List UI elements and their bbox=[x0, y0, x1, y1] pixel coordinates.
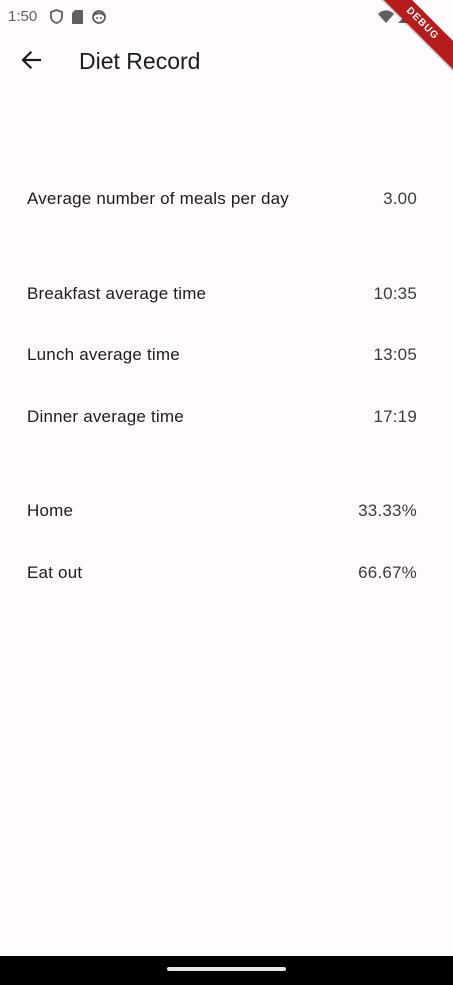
dinner-time-row: Dinner average time 17:19 bbox=[27, 405, 417, 429]
wifi-icon bbox=[378, 10, 394, 28]
meals-per-day-row: Average number of meals per day 3.00 bbox=[27, 187, 417, 211]
lunch-time-row: Lunch average time 13:05 bbox=[27, 343, 417, 367]
eat-out-label: Eat out bbox=[27, 563, 83, 582]
status-time: 1:50 bbox=[8, 8, 38, 25]
meals-per-day-value: 3.00 bbox=[383, 189, 417, 208]
eat-out-value: 66.67% bbox=[358, 563, 417, 582]
dinner-time-label: Dinner average time bbox=[27, 407, 184, 426]
arrow-back-icon bbox=[21, 50, 42, 74]
dinner-time-value: 17:19 bbox=[373, 407, 417, 426]
breakfast-time-label: Breakfast average time bbox=[27, 284, 207, 303]
home-label: Home bbox=[27, 501, 74, 520]
page-title: Diet Record bbox=[79, 48, 201, 74]
navigation-bar bbox=[0, 956, 453, 985]
back-button[interactable] bbox=[10, 40, 52, 84]
lunch-time-label: Lunch average time bbox=[27, 345, 180, 364]
shield-icon bbox=[50, 9, 63, 29]
home-gesture-handle[interactable] bbox=[167, 967, 286, 971]
breakfast-time-value: 10:35 bbox=[373, 284, 417, 303]
face-icon bbox=[92, 9, 106, 29]
lunch-time-value: 13:05 bbox=[373, 345, 417, 364]
home-value: 33.33% bbox=[358, 501, 417, 520]
meals-per-day-label: Average number of meals per day bbox=[27, 189, 289, 208]
status-icons-left bbox=[50, 9, 106, 29]
breakfast-time-row: Breakfast average time 10:35 bbox=[27, 282, 417, 306]
eat-out-row: Eat out 66.67% bbox=[27, 561, 417, 585]
home-row: Home 33.33% bbox=[27, 499, 417, 523]
status-bar: 1:50 bbox=[0, 0, 453, 78]
app-bar: Diet Record bbox=[0, 34, 453, 90]
sd-card-icon bbox=[72, 9, 83, 29]
